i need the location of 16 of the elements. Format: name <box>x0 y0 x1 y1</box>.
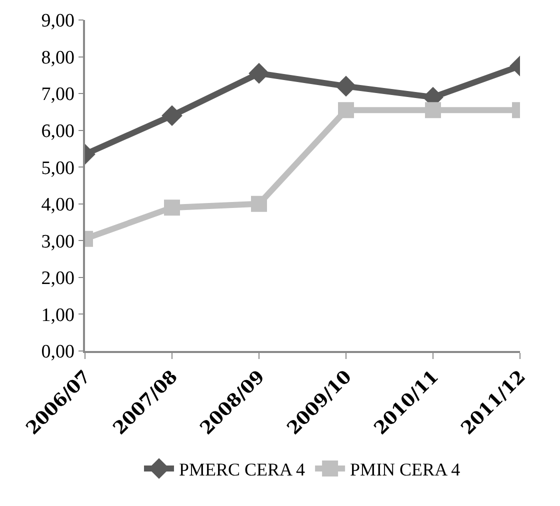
y-tick-label: 3,00 <box>41 231 74 252</box>
y-tick-label: 7,00 <box>41 84 74 106</box>
y-tick-label: 8,00 <box>41 47 74 68</box>
y-tick-label: 9,00 <box>41 10 74 32</box>
y-tick-label: 2,00 <box>41 268 74 290</box>
y-tick-label: 4,00 <box>41 194 74 216</box>
point <box>251 196 267 212</box>
y-tick-label: 5,00 <box>41 158 74 179</box>
y-tick-label: 1,00 <box>41 304 74 326</box>
point <box>338 102 354 118</box>
legend-label: PMERC CERA 4 <box>179 460 306 480</box>
legend-label: PMIN CERA 4 <box>350 460 460 480</box>
y-tick-label: 0,00 <box>41 342 74 363</box>
y-tick-label: 6,00 <box>41 120 74 142</box>
point <box>248 62 270 84</box>
point <box>336 76 356 97</box>
